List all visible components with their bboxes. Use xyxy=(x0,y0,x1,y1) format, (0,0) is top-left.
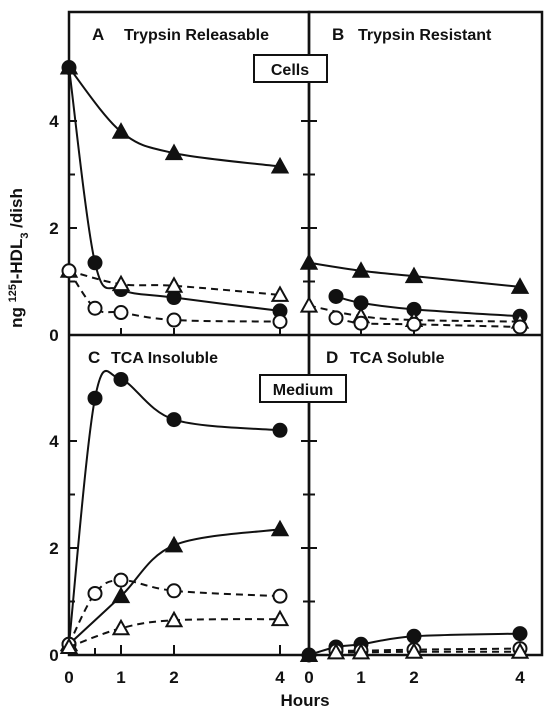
dashed-series-line xyxy=(68,618,281,648)
x-axis-title: Hours xyxy=(280,691,329,710)
open-circle-marker xyxy=(87,585,103,601)
series-layer xyxy=(59,57,530,663)
x-tick-label: 1 xyxy=(356,668,365,687)
y-tick-label: 2 xyxy=(49,539,58,558)
y-tick-label: 4 xyxy=(49,112,59,131)
x-tick-label: 2 xyxy=(409,668,418,687)
x-tick-label: 0 xyxy=(304,668,313,687)
open-triangle-marker xyxy=(164,276,184,293)
open-circle-marker xyxy=(113,305,129,321)
panel-b-series xyxy=(299,253,530,335)
panel-c-series xyxy=(59,370,290,654)
filled-triangle-marker xyxy=(270,156,290,174)
open-triangle-marker xyxy=(270,609,290,627)
open-circle-marker xyxy=(328,310,344,326)
panel-d-letter: D xyxy=(326,348,338,367)
open-circle-marker xyxy=(512,319,528,335)
x-tick-label: 4 xyxy=(515,668,525,687)
cells-box-label: Cells xyxy=(271,62,309,79)
y-tick-label: 2 xyxy=(49,219,58,238)
y-tick-label: 0 xyxy=(49,326,58,345)
filled-triangle-marker xyxy=(299,253,319,270)
open-circle-marker xyxy=(406,316,422,332)
filled-triangle-marker xyxy=(351,261,371,278)
panel-b-title: B Trypsin Resistant xyxy=(332,25,492,44)
open-circle-marker xyxy=(166,312,182,328)
open-circle-marker xyxy=(113,572,129,588)
filled-circle-marker xyxy=(166,290,182,306)
panel-d-title: D TCA Soluble xyxy=(326,348,445,367)
open-triangle-marker xyxy=(59,637,79,654)
open-triangle-marker xyxy=(270,285,290,302)
filled-circle-marker xyxy=(87,255,103,271)
filled-circle-marker xyxy=(87,390,103,406)
filled-triangle-marker xyxy=(111,586,131,604)
open-triangle-marker xyxy=(510,642,530,659)
solid-series-line xyxy=(335,295,521,318)
medium-box-label: Medium xyxy=(273,382,333,399)
y-tick-label: 0 xyxy=(49,646,58,665)
open-circle-marker xyxy=(87,300,103,316)
open-circle-marker xyxy=(353,315,369,331)
filled-circle-marker xyxy=(61,60,77,75)
filled-triangle-marker xyxy=(111,122,131,139)
filled-circle-marker xyxy=(512,626,528,642)
panel-d-title-text: TCA Soluble xyxy=(350,350,445,367)
open-circle-marker xyxy=(61,263,77,279)
filled-triangle-marker xyxy=(164,143,184,161)
solid-series-line xyxy=(308,261,521,288)
panel-a-title-text: Trypsin Releasable xyxy=(124,27,269,44)
open-circle-marker xyxy=(272,588,288,604)
filled-circle-marker xyxy=(328,288,344,304)
filled-triangle-marker xyxy=(299,645,319,662)
panel-c-letter: C xyxy=(88,348,100,367)
x-tick-label: 2 xyxy=(169,668,178,687)
open-triangle-marker xyxy=(164,610,184,628)
filled-triangle-marker xyxy=(164,535,184,553)
x-tick-label: 1 xyxy=(116,668,125,687)
y-tick-label: 4 xyxy=(49,432,59,451)
filled-circle-marker xyxy=(166,412,182,428)
solid-series-line xyxy=(68,528,281,646)
open-triangle-marker xyxy=(351,642,371,660)
filled-circle-marker xyxy=(406,628,422,644)
open-triangle-marker xyxy=(111,618,131,636)
medium-box: Medium xyxy=(259,374,347,403)
panel-b-letter: B xyxy=(332,25,344,44)
open-triangle-marker xyxy=(404,642,424,659)
filled-triangle-marker xyxy=(404,266,424,284)
panel-a-series xyxy=(59,57,290,330)
cells-box: Cells xyxy=(253,54,328,83)
open-triangle-marker xyxy=(111,274,131,292)
dashed-series-line xyxy=(68,269,281,296)
filled-triangle-marker xyxy=(270,519,290,537)
open-triangle-marker xyxy=(326,642,346,660)
dashed-series-line xyxy=(335,650,521,654)
panel-c-title: C TCA Insoluble xyxy=(88,348,218,367)
panel-a-title: A Trypsin Releasable xyxy=(92,25,269,44)
filled-circle-marker xyxy=(272,422,288,438)
filled-circle-marker xyxy=(113,371,129,387)
open-circle-marker xyxy=(272,314,288,330)
x-tick-label: 0 xyxy=(64,668,73,687)
panel-b-title-text: Trypsin Resistant xyxy=(358,27,492,44)
solid-series-line xyxy=(68,66,281,168)
dashed-series-line xyxy=(335,316,521,328)
open-circle-marker xyxy=(166,583,182,599)
open-triangle-marker xyxy=(299,296,319,313)
x-tick-label: 4 xyxy=(275,668,285,687)
panel-a-letter: A xyxy=(92,25,104,44)
dashed-series-line xyxy=(335,647,521,652)
panel-d-series xyxy=(299,626,530,663)
panel-c-title-text: TCA Insoluble xyxy=(111,350,218,367)
filled-triangle-marker xyxy=(510,277,530,294)
